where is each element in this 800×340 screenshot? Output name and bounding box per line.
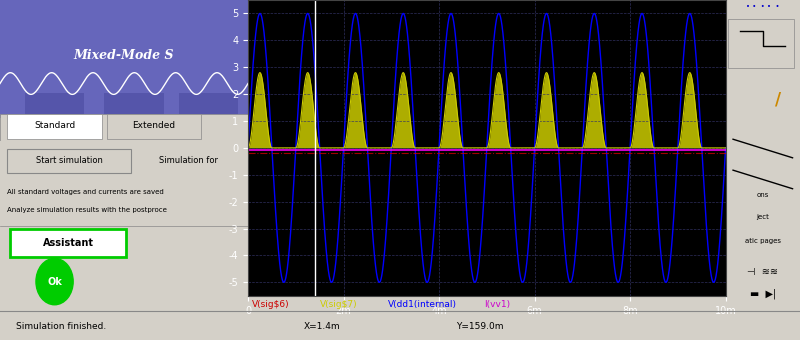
FancyBboxPatch shape: [25, 93, 84, 115]
FancyBboxPatch shape: [104, 93, 164, 115]
Text: Simulation for: Simulation for: [159, 156, 218, 165]
FancyBboxPatch shape: [0, 0, 248, 118]
Text: Start simulation: Start simulation: [36, 156, 103, 165]
Text: Extended: Extended: [132, 121, 175, 130]
FancyBboxPatch shape: [7, 149, 131, 173]
Text: Mixed-Mode S: Mixed-Mode S: [74, 49, 174, 62]
FancyBboxPatch shape: [178, 93, 238, 115]
Text: ons: ons: [757, 192, 769, 198]
Text: All standard voltages and currents are saved: All standard voltages and currents are s…: [7, 189, 164, 195]
Text: Analyze simulation results with the postproce: Analyze simulation results with the post…: [7, 207, 167, 214]
FancyBboxPatch shape: [7, 115, 102, 139]
Text: atic pages: atic pages: [745, 238, 781, 244]
Text: I(vv1): I(vv1): [484, 300, 510, 309]
Text: ⊣  ≋≋: ⊣ ≋≋: [747, 267, 778, 277]
Text: V(dd1(internal): V(dd1(internal): [388, 300, 457, 309]
FancyBboxPatch shape: [728, 19, 794, 68]
Text: • •  • •  •: • • • • •: [746, 4, 779, 10]
Text: /: /: [774, 90, 781, 108]
Circle shape: [36, 258, 73, 305]
FancyBboxPatch shape: [0, 141, 248, 309]
Text: V(sig$6): V(sig$6): [252, 300, 290, 309]
Text: V(sig$7): V(sig$7): [320, 300, 358, 309]
Text: Simulation finished.: Simulation finished.: [16, 322, 106, 331]
Text: ject: ject: [756, 214, 770, 220]
FancyBboxPatch shape: [10, 229, 126, 257]
Text: Standard: Standard: [34, 121, 75, 130]
FancyBboxPatch shape: [0, 115, 248, 142]
FancyBboxPatch shape: [106, 115, 201, 139]
Text: Ok: Ok: [47, 276, 62, 287]
Text: Y=159.0m: Y=159.0m: [456, 322, 503, 331]
Text: X=1.4m: X=1.4m: [304, 322, 341, 331]
Text: Assistant: Assistant: [42, 238, 94, 248]
Text: ▬  ▶|: ▬ ▶|: [750, 289, 776, 299]
